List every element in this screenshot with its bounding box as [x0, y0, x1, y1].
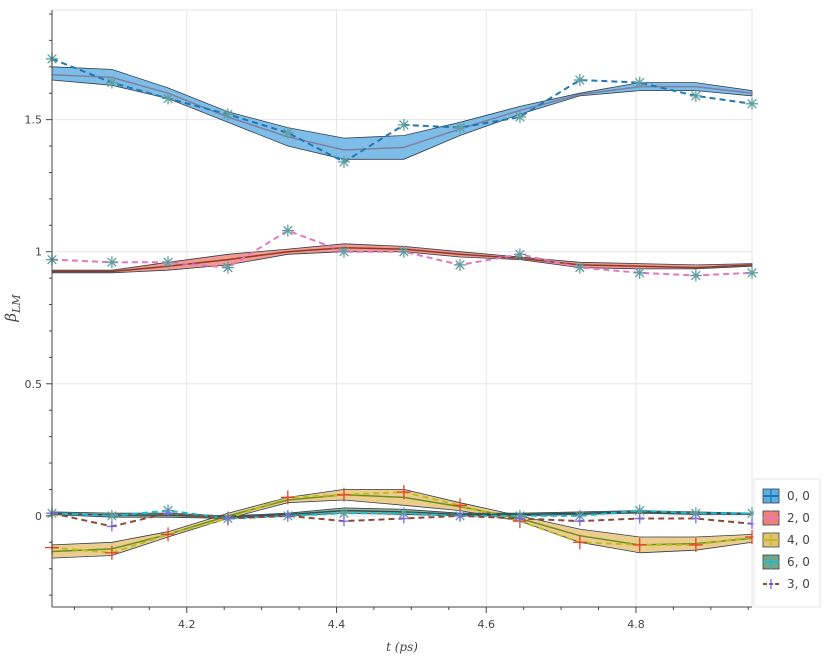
y-axis-title: βLM	[2, 294, 23, 323]
data-point-2-0	[105, 256, 118, 269]
data-point-0-0	[689, 89, 702, 102]
x-tick-label: 4.8	[627, 618, 645, 631]
y-axis-title-base: β	[2, 313, 20, 323]
data-point-2-0	[689, 269, 702, 282]
data-point-2-0	[573, 261, 586, 274]
data-point-2-0	[746, 266, 758, 279]
x-tick-label: 4.2	[178, 618, 196, 631]
data-point-2-0	[397, 245, 410, 258]
y-axis-title-group: βLM	[2, 294, 23, 323]
legend-item-0-0[interactable]: 0, 0	[762, 488, 810, 504]
x-ticks: 4.2 4.4 4.6 4.8	[73, 607, 749, 631]
x-tick-label: 4.4	[328, 618, 346, 631]
data-point-3-0	[222, 513, 233, 524]
data-point-0-0	[746, 97, 758, 110]
data-point-3-0	[455, 510, 466, 521]
data-point-0-0	[513, 110, 526, 123]
data-point-2-0	[633, 266, 646, 279]
y-tick-label: 1	[35, 246, 42, 259]
x-axis-title: t (ps)	[386, 640, 418, 654]
data-point-3-0	[514, 513, 525, 524]
data-point-2-0	[454, 258, 467, 271]
data-point-2-0	[162, 256, 175, 269]
data-point-4-0	[336, 487, 351, 502]
y-axis-title-sub: LM	[10, 294, 23, 314]
data-point-3-0	[282, 510, 293, 521]
data-point-0-0	[281, 126, 294, 139]
data-point-3-0	[163, 508, 174, 519]
data-point-3-0	[398, 513, 409, 524]
legend-label: 0, 0	[787, 489, 810, 503]
legend-item-3-0[interactable]: 3, 0	[763, 577, 810, 591]
legend-item-4-0[interactable]: 4, 0	[762, 532, 810, 548]
legend: 0, 0 2, 0 4, 0 6, 0 3, 0	[753, 478, 821, 608]
data-point-3-0	[634, 513, 645, 524]
y-tick-label: 1.5	[25, 114, 43, 127]
axes	[51, 10, 752, 608]
data-point-0-0	[105, 76, 118, 89]
data-point-3-0	[338, 516, 349, 527]
legend-label: 2, 0	[787, 511, 810, 525]
data-point-4-0	[161, 527, 176, 542]
data-point-2-0	[337, 245, 350, 258]
data-point-3-0	[690, 513, 701, 524]
data-point-2-0	[221, 261, 234, 274]
y-tick-label: 0.5	[25, 378, 43, 391]
markers-layer	[45, 52, 759, 560]
data-point-3-0	[574, 516, 585, 527]
data-point-0-0	[573, 74, 586, 87]
data-point-4-0	[280, 490, 295, 505]
legend-item-6-0[interactable]: 6, 0	[762, 554, 810, 570]
data-point-0-0	[221, 108, 234, 121]
y-tick-label: 0	[35, 510, 42, 523]
data-point-6-0	[105, 509, 118, 522]
data-point-0-0	[454, 121, 467, 134]
data-point-4-0	[688, 537, 703, 552]
data-point-0-0	[162, 92, 175, 105]
data-point-4-0	[632, 537, 647, 552]
data-point-6-0	[573, 509, 586, 522]
legend-label: 3, 0	[787, 577, 810, 591]
x-tick-label: 4.6	[477, 618, 495, 631]
data-point-4-0	[396, 485, 411, 500]
data-point-3-0	[106, 521, 117, 532]
data-point-0-0	[633, 76, 646, 89]
legend-label: 4, 0	[787, 533, 810, 547]
data-point-2-0	[513, 248, 526, 261]
data-point-0-0	[397, 118, 410, 131]
band-0-0	[51, 66, 753, 160]
data-point-2-0	[281, 224, 294, 237]
data-point-4-0	[572, 535, 587, 550]
legend-item-2-0[interactable]: 2, 0	[762, 510, 810, 526]
y-ticks: 0 0.5 1 1.5	[25, 13, 52, 596]
legend-label: 6, 0	[787, 555, 810, 569]
data-point-4-0	[104, 545, 119, 560]
data-point-0-0	[337, 155, 350, 168]
